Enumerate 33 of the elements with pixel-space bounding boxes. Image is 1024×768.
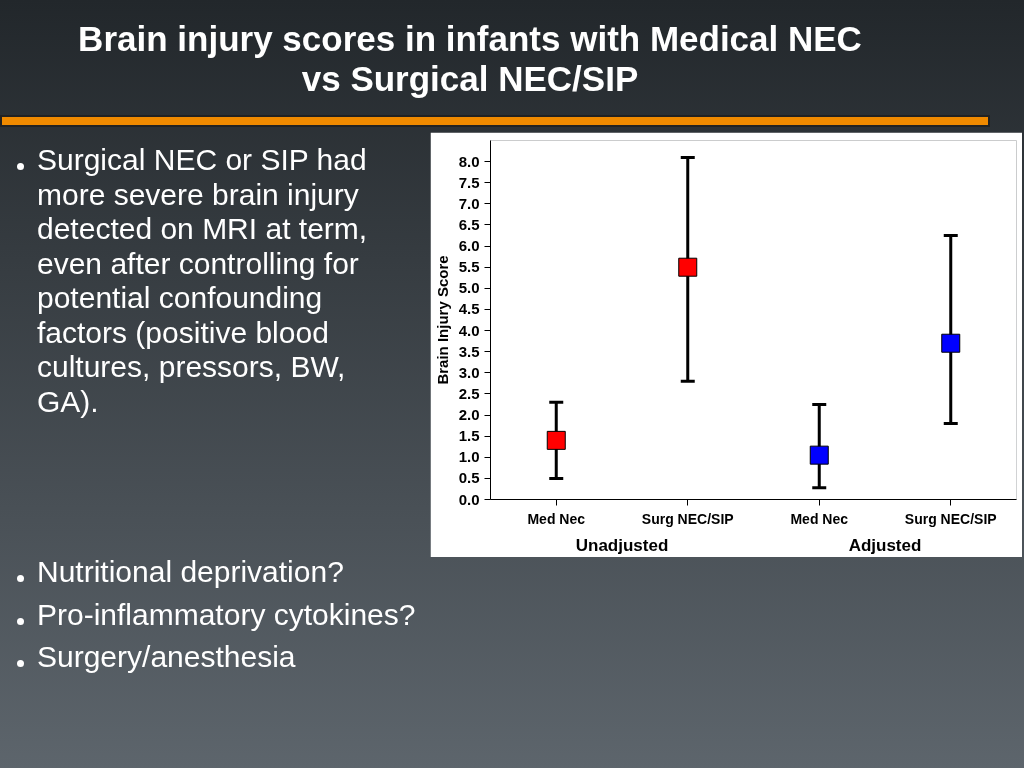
y-axis-title: Brain Injury Score — [433, 255, 451, 385]
y-tick-label: 0.5 — [458, 469, 480, 487]
y-tick-label: 2.5 — [458, 384, 480, 402]
point — [809, 445, 829, 465]
x-tick-label: Surg NEC/SIP — [904, 510, 997, 527]
y-tick-label: 5.5 — [458, 258, 480, 276]
chart-title: Brain injury scores in infants with Medical NEC vs Surgical NEC/SIP — [77, 19, 863, 100]
y-tick-label: 3.0 — [458, 363, 480, 381]
x-tick-label: Med Nec — [527, 510, 586, 527]
text: Unadjusted — [575, 535, 669, 555]
point — [941, 333, 961, 353]
point — [546, 430, 566, 450]
y-tick-label: 7.0 — [458, 194, 480, 212]
text: Adjusted — [848, 535, 922, 555]
y-tick-label: 7.5 — [458, 173, 480, 191]
y-tick-label: 4.5 — [458, 300, 480, 318]
text: Surgery/anesthesia — [37, 640, 297, 675]
y-tick-label: 0.0 — [458, 490, 480, 508]
y-tick-label: 1.5 — [458, 427, 480, 445]
text: Nutritional deprivation? — [37, 555, 345, 590]
y-tick-label: 5.0 — [458, 279, 480, 297]
y-tick-label: 3.5 — [458, 342, 480, 360]
y-tick-label: 2.0 — [458, 406, 480, 424]
y-tick-label: 8.0 — [458, 152, 480, 170]
text: Surgical NEC or SIP had more severe brain injury detected on MRI at term, even after controlling for potential confounding factors (positive blood cultures, pressors, BW, GA). — [37, 143, 369, 419]
y-tick-label: 1.0 — [458, 448, 480, 466]
y-tick-label: 4.0 — [458, 321, 480, 339]
y-tick-label: 6.5 — [458, 215, 480, 233]
x-tick-label: Med Nec — [790, 510, 849, 527]
text: Pro-inflammatory cytokines? — [37, 597, 416, 632]
y-tick-label: 6.0 — [458, 237, 480, 255]
x-tick-label: Surg NEC/SIP — [641, 510, 734, 527]
point — [678, 257, 698, 277]
